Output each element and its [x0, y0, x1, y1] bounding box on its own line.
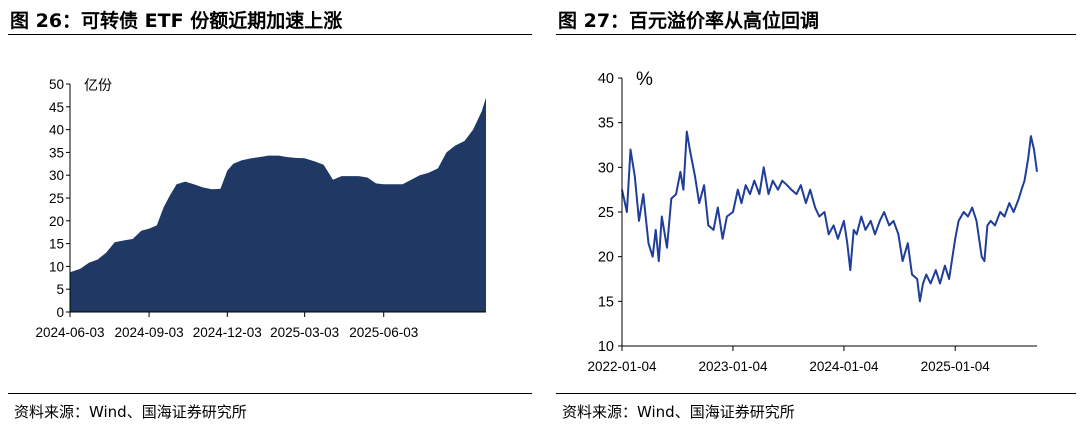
y-tick-label: 5 — [56, 282, 64, 297]
series-area — [70, 97, 486, 312]
chart-panel-premium-rate: 图 27：百元溢价率从高位回调 10 15 20 25 30 35 40 2022-01-04… — [548, 0, 1080, 429]
y-tick-label: 15 — [49, 237, 64, 252]
title-underline — [8, 34, 532, 35]
y-tick-label: 10 — [598, 339, 614, 355]
chart-panel-etf-shares: 图 26：可转债 ETF 份额近期加速上涨 0 5 10 15 20 25 30 35 40 45… — [8, 10, 532, 421]
x-tick-label: 2023-01-04 — [698, 359, 768, 374]
y-tick-label: 40 — [49, 123, 64, 138]
source-divider — [556, 393, 1076, 394]
y-tick-label: 35 — [598, 116, 614, 132]
premium-rate-line-chart: 10 15 20 25 30 35 40 2022-01-04 2023-01-04 2024-0… — [587, 69, 1038, 374]
source-note: 资料来源：Wind、国海证券研究所 — [14, 403, 247, 421]
x-tick-label: 2025-03-03 — [270, 325, 339, 340]
x-tick-label: 2024-12-03 — [193, 325, 262, 340]
y-tick-label: 35 — [49, 145, 64, 160]
y-tick-label: 20 — [49, 214, 64, 229]
y-tick-label: 30 — [598, 160, 614, 176]
x-tick-label: 2024-01-04 — [809, 359, 879, 374]
chart-title: 图 27：百元溢价率从高位回调 — [558, 10, 820, 32]
y-tick-label: 40 — [598, 71, 614, 87]
y-tick-label: 0 — [56, 305, 64, 320]
y-tick-label: 10 — [49, 259, 64, 274]
source-note: 资料来源：Wind、国海证券研究所 — [562, 403, 795, 421]
y-tick-label: 25 — [598, 205, 614, 221]
x-tick-label: 2025-01-04 — [921, 359, 991, 374]
y-tick-label: 20 — [598, 250, 614, 266]
x-tick-label: 2022-01-04 — [587, 359, 657, 374]
unit-label: 亿份 — [84, 77, 112, 93]
y-tick-label: 30 — [49, 168, 64, 183]
title-underline — [556, 34, 1076, 35]
y-tick-label: 15 — [598, 294, 614, 310]
x-tick-label: 2025-06-03 — [349, 325, 418, 340]
y-tick-label: 25 — [49, 191, 64, 206]
y-tick-label: 45 — [49, 100, 64, 115]
y-tick-label: 50 — [49, 77, 64, 92]
x-tick-label: 2024-09-03 — [115, 325, 184, 340]
chart-title: 图 26：可转债 ETF 份额近期加速上涨 — [10, 10, 343, 32]
source-divider — [8, 393, 532, 394]
etf-shares-area-chart: 0 5 10 15 20 25 30 35 40 45 50 2024-06-03 2024-09-03… — [35, 77, 486, 340]
unit-label: % — [636, 69, 653, 90]
x-tick-label: 2024-06-03 — [35, 325, 104, 340]
series-line — [621, 130, 1038, 303]
